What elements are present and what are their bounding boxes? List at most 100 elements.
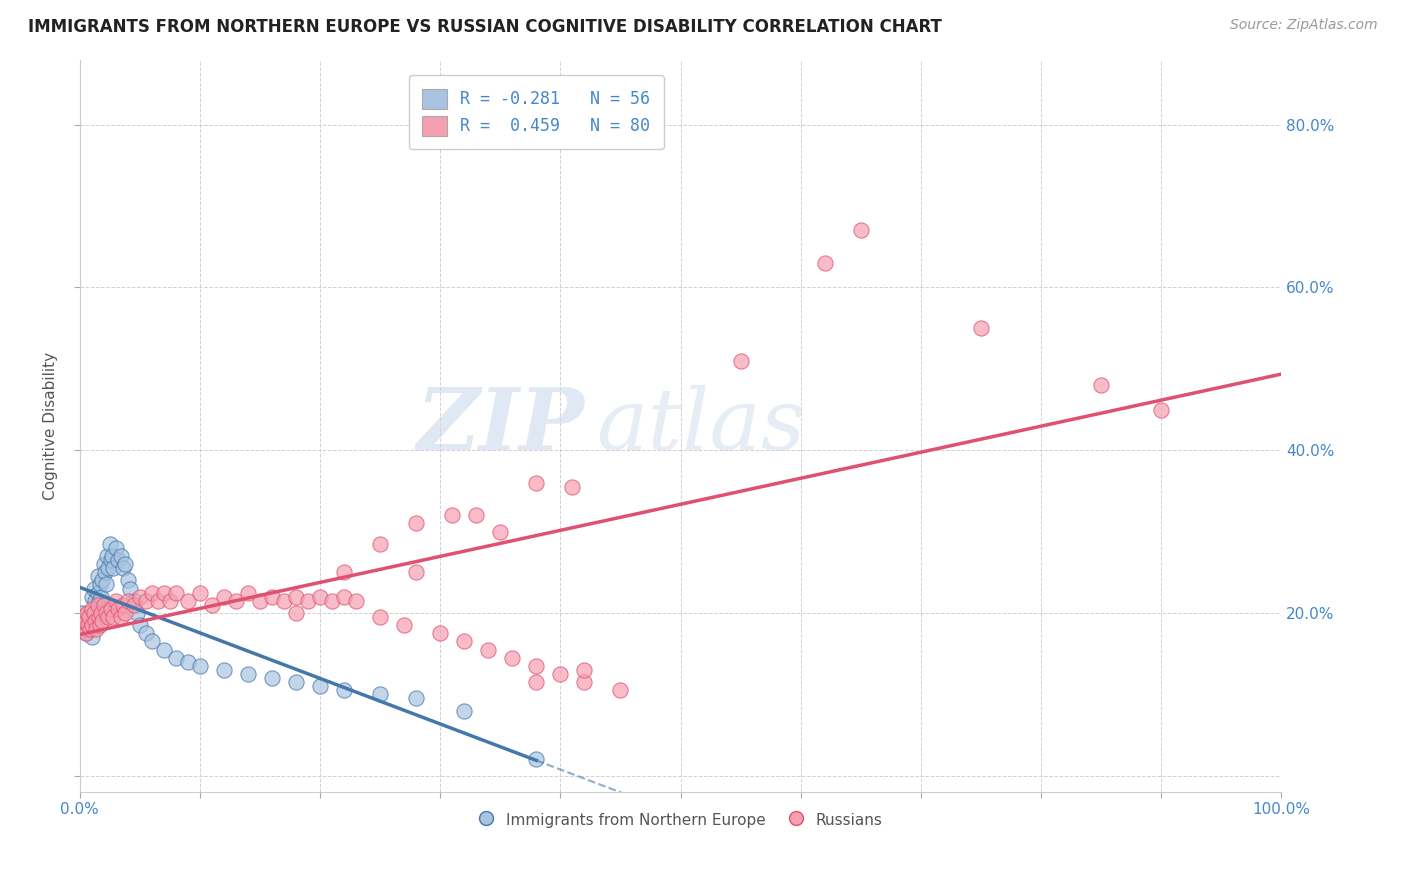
Point <box>83 582 105 596</box>
Point <box>76 606 98 620</box>
Point <box>103 561 125 575</box>
Point <box>111 561 134 575</box>
Point <box>110 610 132 624</box>
Point <box>128 618 150 632</box>
Point <box>501 650 523 665</box>
Point <box>77 606 100 620</box>
Point <box>284 606 307 620</box>
Point <box>107 602 129 616</box>
Point <box>117 574 139 588</box>
Point <box>188 658 211 673</box>
Point <box>75 626 97 640</box>
Point <box>1090 378 1112 392</box>
Point <box>260 590 283 604</box>
Point <box>405 566 427 580</box>
Point <box>309 679 332 693</box>
Point <box>441 508 464 523</box>
Point <box>165 650 187 665</box>
Point <box>1150 402 1173 417</box>
Point <box>79 618 101 632</box>
Point <box>122 593 145 607</box>
Point <box>561 480 583 494</box>
Point <box>94 577 117 591</box>
Point <box>83 606 105 620</box>
Text: Source: ZipAtlas.com: Source: ZipAtlas.com <box>1230 18 1378 32</box>
Point <box>86 606 108 620</box>
Point <box>94 606 117 620</box>
Point <box>87 610 110 624</box>
Point <box>970 321 993 335</box>
Point <box>89 618 111 632</box>
Point <box>90 590 112 604</box>
Point <box>86 585 108 599</box>
Point <box>249 593 271 607</box>
Point <box>117 593 139 607</box>
Point <box>225 593 247 607</box>
Point <box>75 626 97 640</box>
Point <box>80 631 103 645</box>
Point <box>84 614 107 628</box>
Point <box>141 585 163 599</box>
Point <box>405 691 427 706</box>
Point <box>73 614 96 628</box>
Point <box>90 606 112 620</box>
Point <box>159 593 181 607</box>
Point <box>333 566 356 580</box>
Point <box>80 614 103 628</box>
Point <box>524 752 547 766</box>
Point <box>453 634 475 648</box>
Point <box>309 590 332 604</box>
Point <box>135 593 157 607</box>
Point <box>80 590 103 604</box>
Point <box>453 704 475 718</box>
Point <box>80 618 103 632</box>
Text: ZIP: ZIP <box>416 384 585 467</box>
Text: atlas: atlas <box>596 384 806 467</box>
Point <box>146 593 169 607</box>
Point <box>76 610 98 624</box>
Point <box>77 610 100 624</box>
Point <box>574 675 596 690</box>
Point <box>814 256 837 270</box>
Point <box>524 675 547 690</box>
Point <box>524 658 547 673</box>
Point <box>114 606 136 620</box>
Point <box>107 553 129 567</box>
Point <box>77 618 100 632</box>
Point <box>96 549 118 563</box>
Point <box>284 590 307 604</box>
Point <box>77 622 100 636</box>
Point <box>177 593 200 607</box>
Point <box>368 687 391 701</box>
Point <box>89 577 111 591</box>
Point <box>477 642 499 657</box>
Point <box>72 618 94 632</box>
Point <box>368 610 391 624</box>
Point <box>84 593 107 607</box>
Point <box>236 667 259 681</box>
Point <box>188 585 211 599</box>
Point <box>80 602 103 616</box>
Point <box>111 598 134 612</box>
Point <box>465 508 488 523</box>
Point <box>90 602 112 616</box>
Point <box>392 618 415 632</box>
Point <box>152 642 174 657</box>
Point <box>98 537 121 551</box>
Point <box>212 590 235 604</box>
Point <box>104 593 127 607</box>
Point <box>72 622 94 636</box>
Point <box>368 537 391 551</box>
Point <box>273 593 295 607</box>
Point <box>86 569 108 583</box>
Point <box>135 626 157 640</box>
Point <box>91 614 114 628</box>
Point <box>344 593 367 607</box>
Point <box>609 683 631 698</box>
Point <box>103 610 125 624</box>
Text: IMMIGRANTS FROM NORTHERN EUROPE VS RUSSIAN COGNITIVE DISABILITY CORRELATION CHAR: IMMIGRANTS FROM NORTHERN EUROPE VS RUSSI… <box>28 18 942 36</box>
Point <box>333 683 356 698</box>
Point <box>405 516 427 531</box>
Point <box>93 557 115 571</box>
Point <box>86 598 108 612</box>
